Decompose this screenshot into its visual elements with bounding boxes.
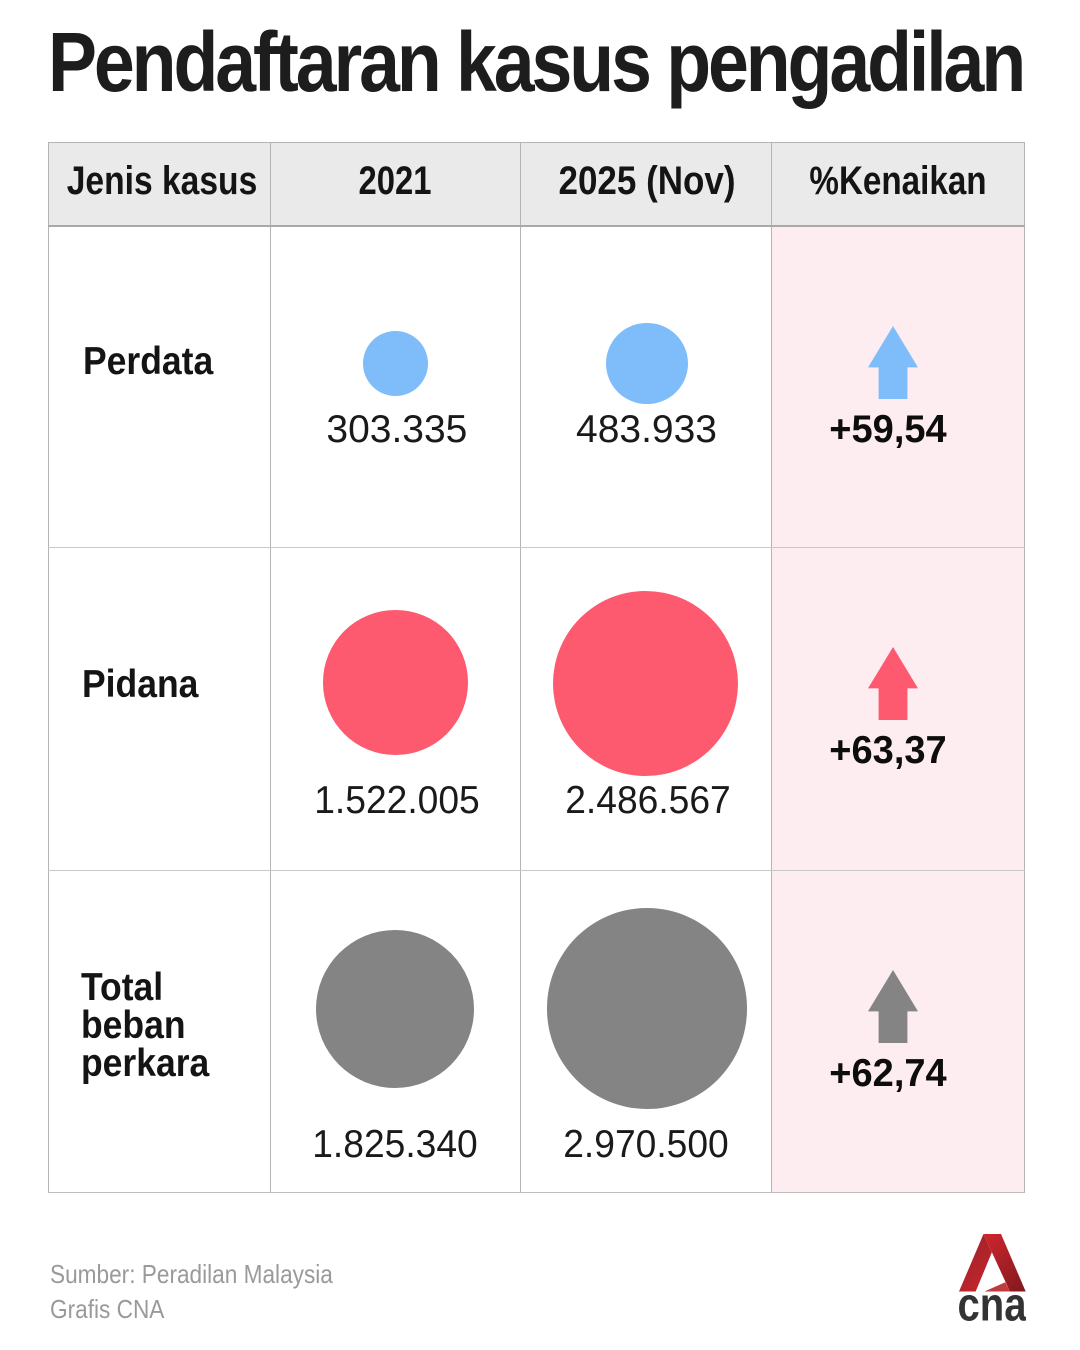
svg-text:cna: cna — [959, 1278, 1026, 1325]
